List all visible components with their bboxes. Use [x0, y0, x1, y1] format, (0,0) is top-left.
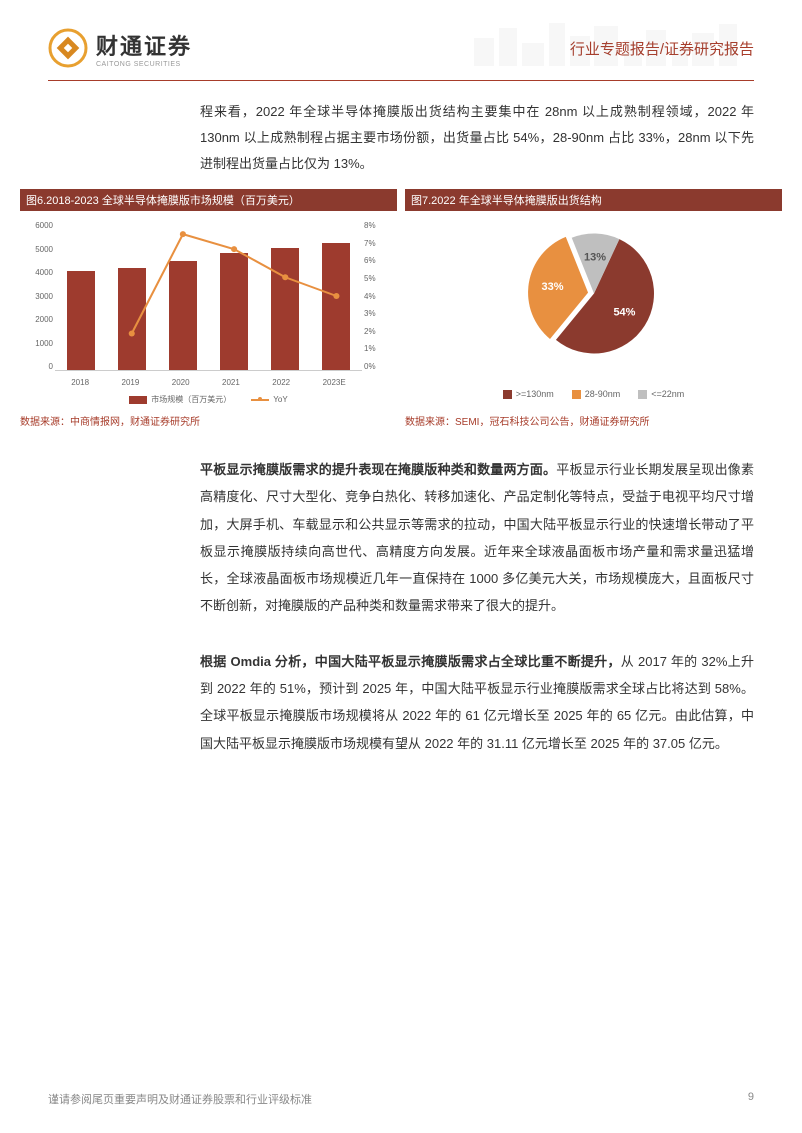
pie-legend-swatch [638, 390, 647, 399]
chart6-bar [271, 248, 299, 370]
logo-text-en: CAITONG SECURITIES [96, 61, 192, 68]
pie-legend-label: >=130nm [516, 389, 554, 399]
chart6-bar [169, 261, 197, 370]
charts-row: 图6.2018-2023 全球半导体掩膜版市场规模（百万美元） 60005000… [20, 189, 782, 428]
chart6-y-left: 6000500040003000200010000 [25, 221, 53, 371]
chart7-source: 数据来源：SEMI，冠石科技公司公告，财通证券研究所 [405, 413, 782, 428]
paragraph-1: 平板显示掩膜版需求的提升表现在掩膜版种类和数量两方面。平板显示行业长期发展呈现出… [200, 456, 754, 620]
chart6-bars [55, 221, 362, 371]
page-footer: 谨请参阅尾页重要声明及财通证券股票和行业评级标准 9 [48, 1091, 754, 1107]
pie-legend-label: <=22nm [651, 389, 684, 399]
header-divider [48, 80, 754, 81]
chart6-block: 图6.2018-2023 全球半导体掩膜版市场规模（百万美元） 60005000… [20, 189, 397, 428]
chart6-source: 数据来源：中商情报网，财通证券研究所 [20, 413, 397, 428]
chart7-area: 54% 33% 13% >=130nm 28-90nm <=22nm [405, 211, 782, 411]
chart6-area: 6000500040003000200010000 8%7%6%5%4%3%2%… [20, 211, 397, 411]
intro-paragraph: 程来看，2022 年全球半导体掩膜版出货结构主要集中在 28nm 以上成熟制程领… [200, 99, 754, 177]
pie-label: 33% [541, 281, 563, 293]
para1-body: 平板显示行业长期发展呈现出像素高精度化、尺寸大型化、竞争白热化、转移加速化、产品… [200, 462, 754, 613]
pie-legend-item: 28-90nm [572, 389, 621, 399]
logo: 财通证券 CAITONG SECURITIES [48, 28, 192, 68]
chart6-legend: 市场规模（百万美元） YoY [20, 394, 397, 405]
chart7-legend: >=130nm 28-90nm <=22nm [405, 389, 782, 399]
legend-line-label: YoY [273, 395, 287, 404]
chart6-x-labels: 201820192020202120222023E [55, 378, 362, 387]
caitong-logo-icon [48, 28, 88, 68]
footer-disclaimer: 谨请参阅尾页重要声明及财通证券股票和行业评级标准 [48, 1091, 312, 1107]
pie-legend-item: >=130nm [503, 389, 554, 399]
pie-legend-item: <=22nm [638, 389, 684, 399]
chart6-bar [118, 268, 146, 370]
chart6-bar [67, 271, 95, 370]
chart6-plot [55, 221, 362, 371]
legend-bar-swatch [129, 396, 147, 404]
chart7-title: 图7.2022 年全球半导体掩膜版出货结构 [405, 189, 782, 211]
legend-line-swatch [251, 399, 269, 401]
pie-legend-swatch [572, 390, 581, 399]
pie-legend-label: 28-90nm [585, 389, 621, 399]
chart6-bar [322, 243, 350, 370]
chart7-block: 图7.2022 年全球半导体掩膜版出货结构 54% 33% 13% >=130nm 2… [405, 189, 782, 428]
header-category: 行业专题报告/证券研究报告 [570, 38, 754, 59]
pie-label: 13% [583, 251, 605, 263]
page-number: 9 [748, 1091, 754, 1107]
paragraph-2: 根据 Omdia 分析，中国大陆平板显示掩膜版需求占全球比重不断提升，从 201… [200, 648, 754, 757]
para2-lead: 根据 Omdia 分析，中国大陆平板显示掩膜版需求占全球比重不断提升， [200, 654, 621, 669]
pie-label: 54% [613, 307, 635, 319]
chart6-title: 图6.2018-2023 全球半导体掩膜版市场规模（百万美元） [20, 189, 397, 211]
para1-lead: 平板显示掩膜版需求的提升表现在掩膜版种类和数量两方面。 [200, 462, 556, 477]
page-header: 财通证券 CAITONG SECURITIES 行业专题报告/证券研究报告 [0, 0, 802, 76]
chart7-pie: 54% 33% 13% [524, 224, 664, 367]
chart6-y-right: 8%7%6%5%4%3%2%1%0% [364, 221, 392, 371]
logo-text-cn: 财通证券 [96, 29, 192, 61]
chart6-bar [220, 253, 248, 370]
legend-bar-label: 市场规模（百万美元） [151, 394, 231, 405]
pie-legend-swatch [503, 390, 512, 399]
